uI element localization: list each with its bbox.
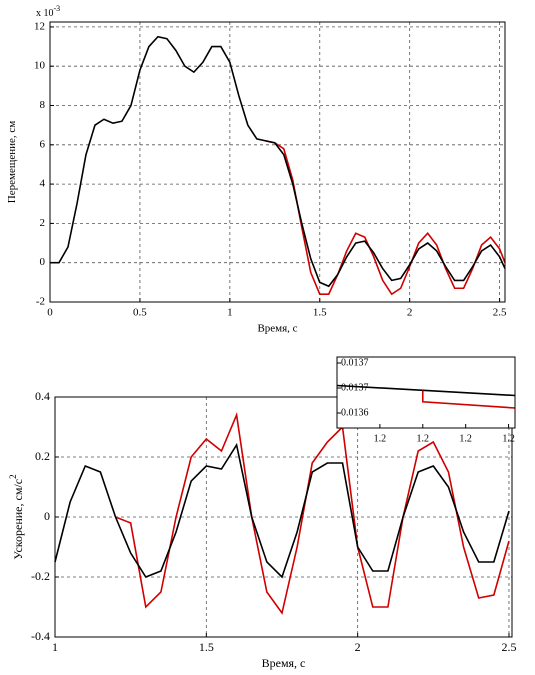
x-tick-label: 2	[407, 307, 413, 319]
y-axis-label-exp: 2	[8, 474, 18, 479]
y-axis-label-text: Перемещение, см	[6, 121, 18, 203]
y-tick-label: 8	[40, 99, 46, 111]
plot-area	[337, 357, 515, 428]
data-line	[336, 384, 516, 397]
y-tick-label: -0.4	[31, 629, 50, 643]
chart: 1.2 1.2 1.2 1.2 0.0136 0.0137 0.0137	[336, 356, 516, 444]
plot-frame	[49, 21, 506, 303]
plot-frame	[336, 356, 516, 429]
axis-multiplier-exp: -3	[54, 4, 61, 13]
y-tick-label: 6	[40, 138, 46, 150]
chart: 1 1.5 2 2.5 -0.4 -0.2 0 0.2 0.4 Время, с Ускорение…	[8, 389, 516, 670]
y-tick-label: 0.0137	[341, 382, 369, 393]
x-tick-label: 1.2	[374, 433, 387, 444]
y-tick-label: -2	[36, 296, 45, 308]
x-tick-label: 1.5	[313, 307, 327, 319]
y-tick-label: 12	[34, 20, 45, 32]
y-tick-label: 10	[34, 60, 46, 72]
y-tick-label: 2	[40, 217, 46, 229]
x-tick-label: 1.2	[502, 433, 515, 444]
x-tick-label: 0.5	[133, 307, 147, 319]
x-tick-label: 1.5	[199, 640, 214, 654]
x-tick-label: 1.2	[459, 433, 472, 444]
x-tick-label: 2	[355, 640, 361, 654]
data-line	[50, 35, 506, 288]
y-tick-label: 4	[40, 178, 46, 190]
x-tick-label: 1.2	[417, 433, 430, 444]
data-line	[265, 140, 506, 296]
plot-area	[50, 22, 505, 302]
x-axis-label: Время, с	[262, 656, 306, 670]
y-tick-label: 0.2	[35, 449, 50, 463]
x-tick-label: 1	[227, 307, 233, 319]
x-tick-label: 0	[47, 307, 53, 319]
x-tick-label: 2.5	[501, 640, 516, 654]
data-line	[421, 390, 516, 409]
y-tick-label: 0	[44, 509, 50, 523]
y-axis-label-text: Ускорение, см/с	[11, 479, 25, 560]
x-axis-label: Время, с	[257, 323, 297, 335]
y-tick-label: 0.0136	[341, 407, 369, 418]
y-axis-label: Ускорение, см/с2	[8, 474, 25, 559]
y-axis-label: Перемещение, см	[6, 121, 18, 203]
data-line	[54, 442, 510, 579]
axis-multiplier-base: x 10	[36, 8, 54, 19]
data-line	[115, 412, 510, 615]
x-tick-label: 1	[52, 640, 58, 654]
y-tick-label: -0.2	[31, 569, 50, 583]
y-tick-label: 0	[40, 256, 46, 268]
x-tick-label: 2.5	[493, 307, 507, 319]
plot-frame	[54, 396, 513, 638]
y-tick-label: 0.4	[35, 389, 50, 403]
y-tick-label: 0.0137	[341, 357, 369, 368]
axis-multiplier: x 10-3	[36, 4, 60, 19]
